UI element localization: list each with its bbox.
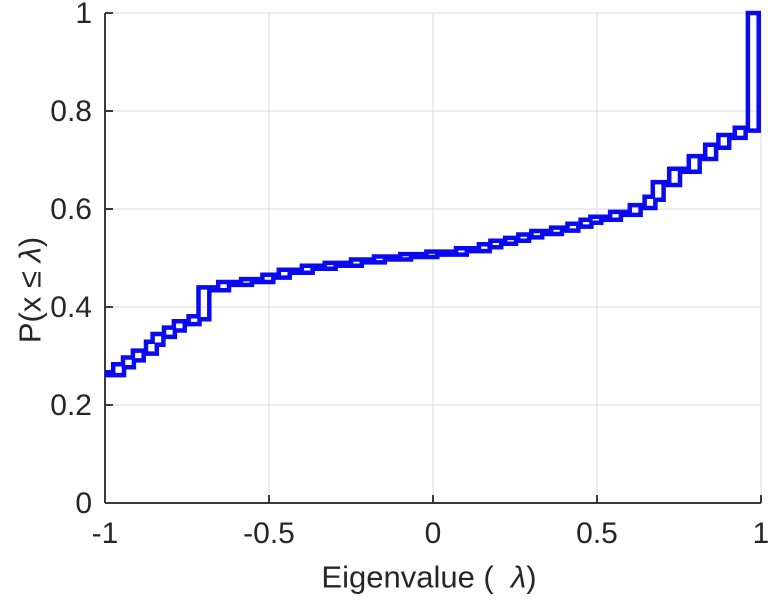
y-tick-label: 0 <box>75 487 92 520</box>
lambda-symbol: λ <box>510 559 527 595</box>
eigenvalue-cdf-curve-2 <box>105 13 761 378</box>
y-tick-label: 0.8 <box>50 95 92 128</box>
x-tick-label: -1 <box>92 517 119 550</box>
y-axis-label: P(x ≤ λ) <box>12 236 48 344</box>
y-tick-label: 0.4 <box>50 291 92 324</box>
x-tick-label: -0.5 <box>243 517 295 550</box>
y-tick-label: 1 <box>75 0 92 30</box>
y-tick-label: 0.2 <box>50 389 92 422</box>
x-axis-label: Eigenvalue ( λ) <box>321 559 537 595</box>
x-tick-label: 0.5 <box>576 517 618 550</box>
lambda-symbol: λ <box>12 247 48 263</box>
x-tick-label: 1 <box>753 517 768 550</box>
x-tick-label: 0 <box>425 517 442 550</box>
y-tick-label: 0.6 <box>50 193 92 226</box>
eigenvalue-cdf-curve-1 <box>105 10 761 375</box>
